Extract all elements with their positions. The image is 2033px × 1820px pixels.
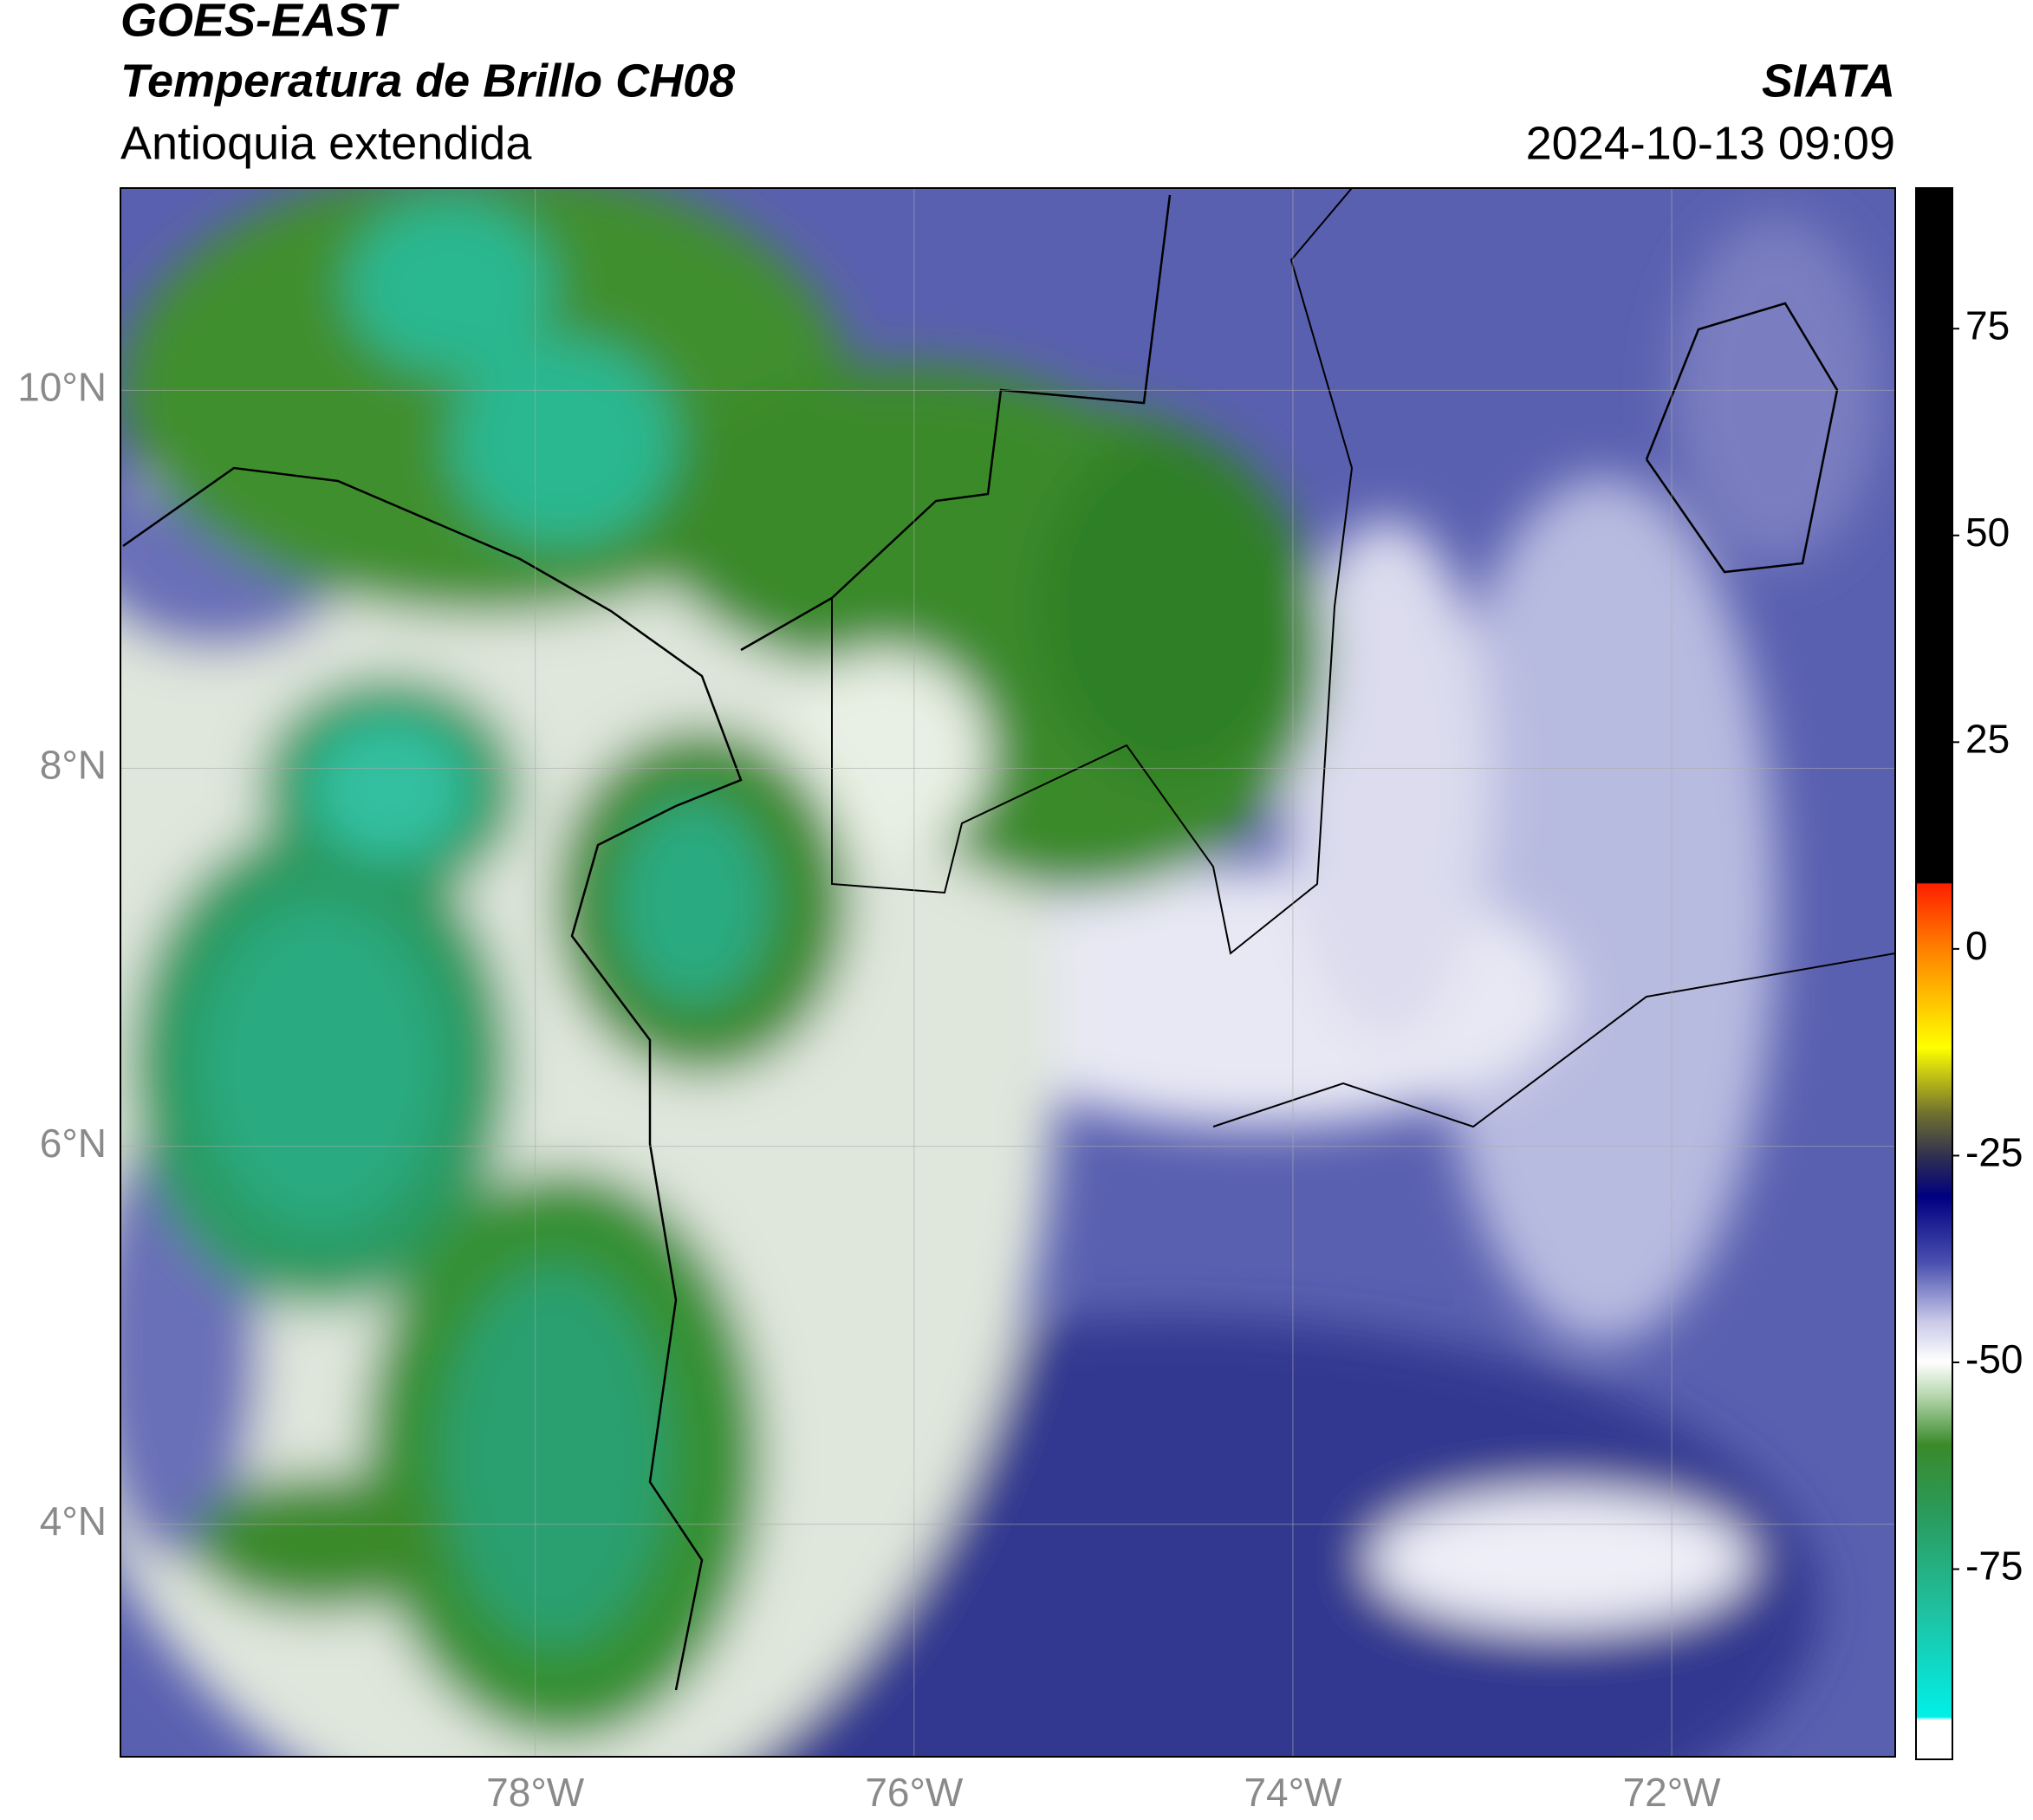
satellite-image <box>120 188 1895 1757</box>
colorbar-tick-label: 75 <box>1965 302 2010 348</box>
x-tick-label: 72°W <box>1623 1770 1722 1815</box>
colorbar-tick-label: -25 <box>1965 1130 2023 1175</box>
colorbar-tick-label: 25 <box>1965 716 2010 761</box>
y-tick-label: 4°N <box>40 1498 107 1544</box>
source: SIATA <box>1762 55 1895 107</box>
colorbar <box>1915 187 1953 1760</box>
y-tick-label: 10°N <box>17 364 107 409</box>
y-tick-label: 6°N <box>40 1121 107 1166</box>
x-tick-label: 78°W <box>486 1770 585 1815</box>
x-tick-label: 74°W <box>1244 1770 1342 1815</box>
colorbar-tick-label: -50 <box>1965 1336 2023 1381</box>
map-frame <box>120 187 1896 1758</box>
colorbar-tick-label: 0 <box>1965 923 1988 968</box>
colorbar-tick-label: -75 <box>1965 1544 2023 1589</box>
subtitle: Temperatura de Brillo CH08 <box>120 55 735 107</box>
region: Antioquia extendida <box>120 117 532 169</box>
grid <box>120 188 1895 1757</box>
x-tick-label: 76°W <box>865 1770 964 1815</box>
y-tick-label: 8°N <box>40 743 107 788</box>
colorbar-tick-label: 50 <box>1965 510 2010 555</box>
datetime: 2024-10-13 09:09 <box>1526 117 1895 169</box>
title: GOES-EAST <box>120 0 399 46</box>
